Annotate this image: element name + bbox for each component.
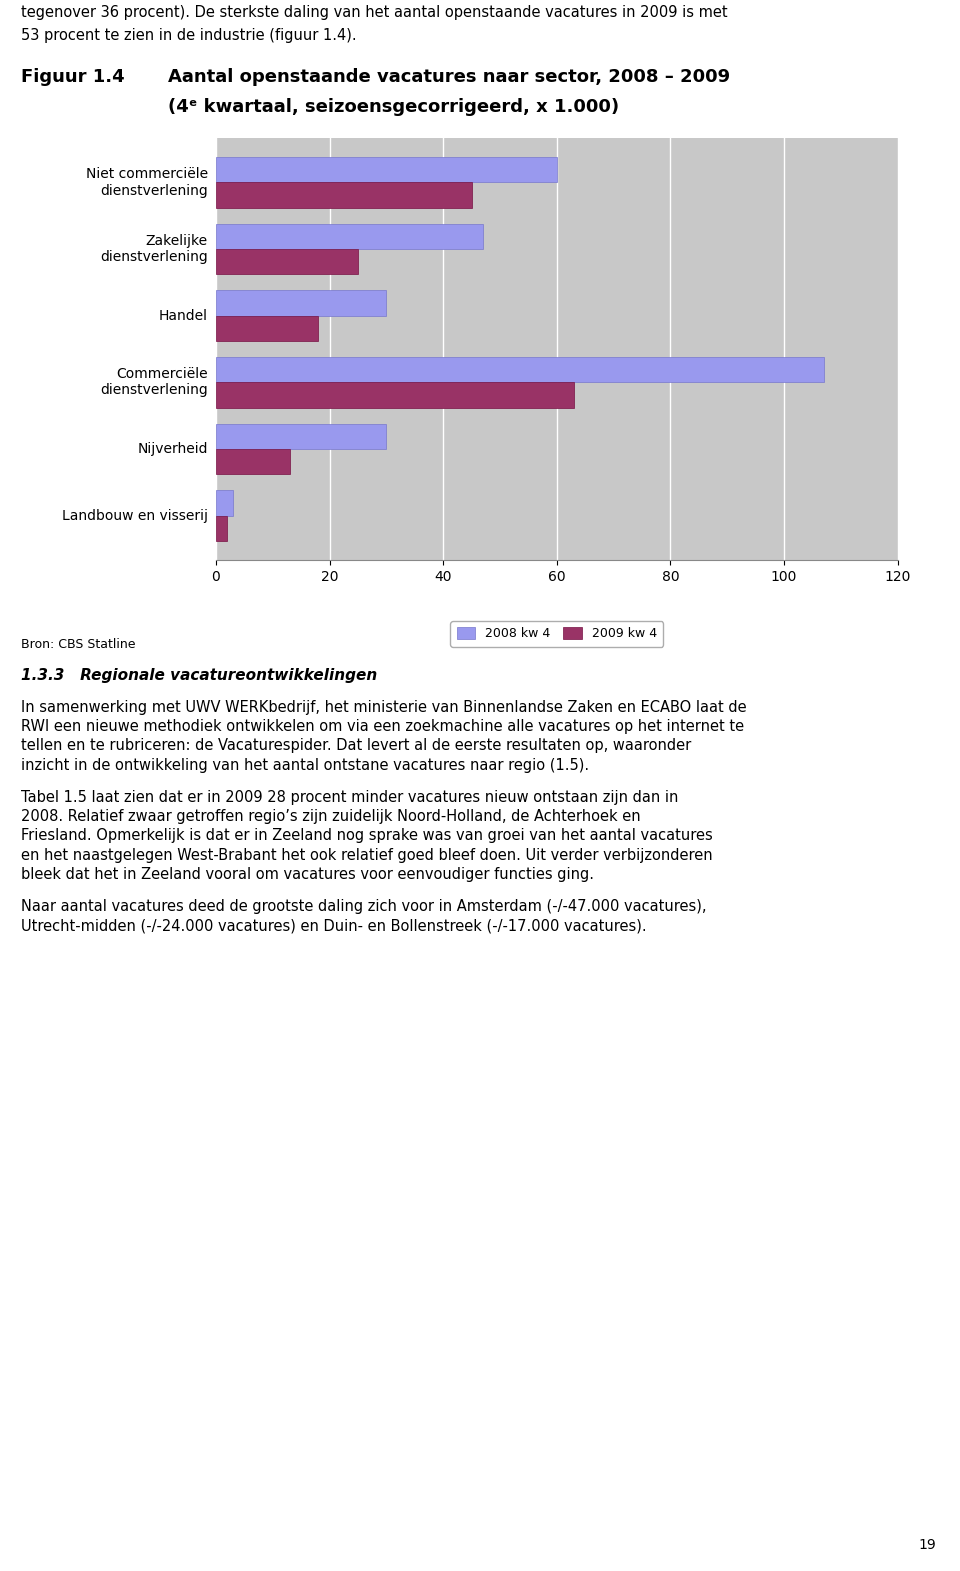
Bar [216,357,824,382]
Text: Bron: CBS Statline: Bron: CBS Statline [21,638,135,650]
Legend: 2008 kw 4, 2009 kw 4: 2008 kw 4, 2009 kw 4 [450,621,663,647]
Text: 1.3.3   Regionale vacatureontwikkelingen: 1.3.3 Regionale vacatureontwikkelingen [21,668,377,683]
Text: (4ᵉ kwartaal, seizoensgecorrigeerd, x 1.000): (4ᵉ kwartaal, seizoensgecorrigeerd, x 1.… [168,97,619,116]
Text: Figuur 1.4: Figuur 1.4 [21,68,125,86]
Text: Naar aantal vacatures deed de grootste daling zich voor in Amsterdam (-/-47.000 : Naar aantal vacatures deed de grootste d… [21,900,707,933]
Bar [216,250,358,275]
Text: 53 procent te zien in de industrie (figuur 1.4).: 53 procent te zien in de industrie (figu… [21,28,357,42]
Bar [216,490,233,515]
Bar [216,424,386,449]
Bar [216,182,471,207]
Bar [216,382,574,407]
Text: 19: 19 [919,1538,936,1552]
Text: Aantal openstaande vacatures naar sector, 2008 – 2009: Aantal openstaande vacatures naar sector… [168,68,731,86]
Bar [216,291,386,316]
Bar [216,223,483,250]
Text: Tabel 1.5 laat zien dat er in 2009 28 procent minder vacatures nieuw ontstaan zi: Tabel 1.5 laat zien dat er in 2009 28 pr… [21,790,713,881]
Text: In samenwerking met UWV WERKbedrijf, het ministerie van Binnenlandse Zaken en EC: In samenwerking met UWV WERKbedrijf, het… [21,701,747,773]
Bar [216,157,557,182]
Bar [216,449,290,474]
Text: tegenover 36 procent). De sterkste daling van het aantal openstaande vacatures i: tegenover 36 procent). De sterkste dalin… [21,5,728,20]
Bar [216,515,228,540]
Bar [216,316,319,341]
